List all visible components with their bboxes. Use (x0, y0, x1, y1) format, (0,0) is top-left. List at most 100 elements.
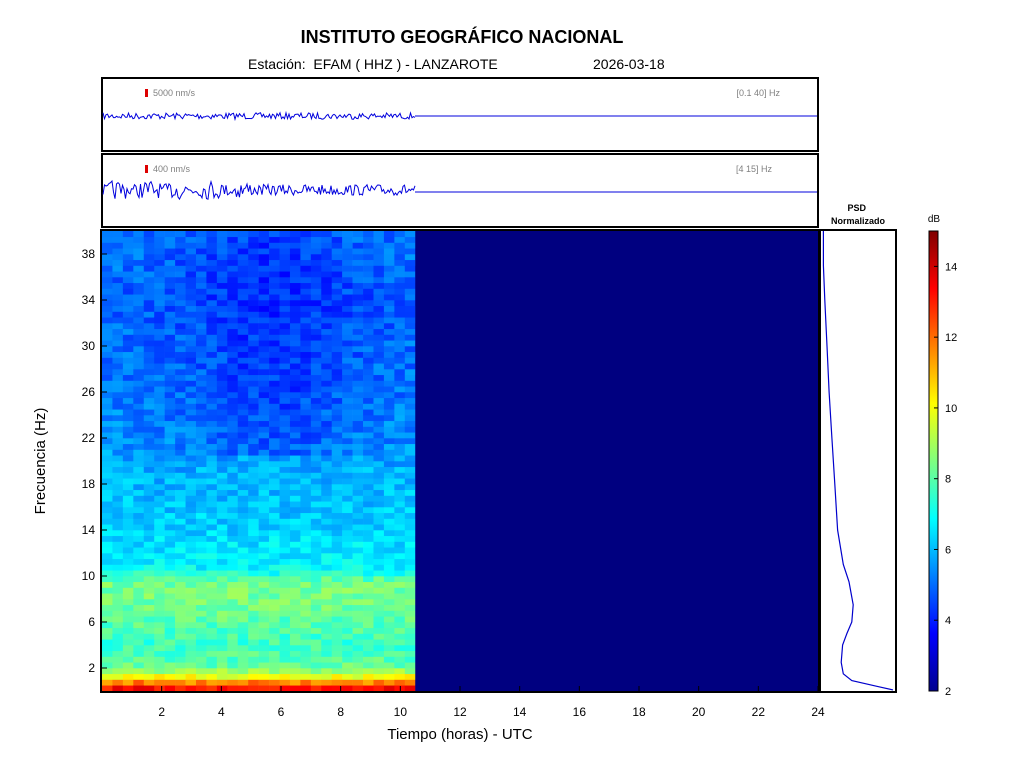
spectrogram-cell (352, 317, 364, 324)
spectrogram-cell (175, 449, 186, 456)
spectrogram-cell (122, 645, 134, 652)
spectrogram-cell (154, 294, 165, 301)
spectrogram-cell (195, 248, 207, 255)
spectrogram-cell (133, 616, 145, 623)
spectrogram-cell (133, 650, 145, 657)
spectrogram-cell (122, 409, 134, 416)
spectrogram-cell (206, 627, 218, 634)
spectrogram-cell (342, 610, 353, 617)
spectrogram-cell (321, 472, 333, 479)
spectrogram-cell (321, 323, 333, 330)
spectrogram-cell (394, 426, 406, 433)
spectrogram-cell (216, 461, 228, 468)
spectrogram-cell (342, 622, 353, 629)
spectrogram-cell (258, 420, 270, 427)
spectrogram-cell (373, 576, 385, 583)
spectrogram-cell (300, 374, 312, 381)
spectrogram-cell (133, 242, 145, 249)
spectrogram-cell (321, 507, 333, 514)
spectrogram-cell (175, 518, 186, 525)
spectrogram-cell (258, 363, 270, 370)
spectrogram-cell (404, 380, 416, 387)
spectrogram-cell (175, 501, 186, 508)
spectrogram-cell (394, 259, 406, 266)
spectrogram-cell (112, 656, 124, 663)
spectrogram-cell (279, 323, 291, 330)
spectrogram-cell (279, 495, 291, 502)
spectrogram-cell (373, 558, 385, 565)
spectrogram-cell (195, 426, 207, 433)
spectrogram-cell (394, 317, 406, 324)
spectrogram-cell (227, 311, 239, 318)
spectrogram-cell (269, 461, 280, 468)
spectrogram-cell (185, 535, 197, 542)
spectrogram-cell (331, 346, 343, 353)
spectrogram-cell (289, 403, 301, 410)
spectrogram-cell (310, 553, 322, 560)
spectrogram-cell (175, 334, 186, 341)
spectrogram-cell (216, 340, 228, 347)
spectrogram-cell (310, 489, 322, 496)
spectrogram-cell (331, 535, 343, 542)
spectrogram-cell (289, 420, 301, 427)
spectrogram-cell (300, 558, 312, 565)
spectrogram-cell (248, 334, 259, 341)
spectrogram-cell (342, 541, 353, 548)
spectrogram-cell (363, 363, 374, 370)
spectrogram-cell (310, 673, 322, 680)
spectrogram-cell (321, 432, 333, 439)
spectrogram-cell (404, 288, 416, 295)
spectrogram-cell (154, 650, 165, 657)
spectrogram-cell (227, 576, 239, 583)
spectrogram-cell (373, 380, 385, 387)
spectrogram-cell (300, 254, 312, 261)
spectrogram-cell (342, 455, 353, 462)
spectrogram-cell (342, 576, 353, 583)
spectrogram-cell (143, 277, 155, 284)
spectrogram-cell (300, 495, 312, 502)
spectrogram-cell (102, 265, 113, 272)
spectrogram-cell (133, 254, 145, 261)
spectrogram-cell (206, 593, 218, 600)
spectrogram-cell (331, 461, 343, 468)
trace-panel-filtered: 400 nm/s [4 15] Hz (101, 153, 819, 228)
spectrogram-cell (216, 397, 228, 404)
spectrogram-cell (352, 415, 364, 422)
spectrogram-cell (133, 317, 145, 324)
spectrogram-cell (404, 403, 416, 410)
spectrogram-cell (300, 334, 312, 341)
spectrogram-cell (237, 449, 249, 456)
spectrogram-cell (394, 357, 406, 364)
spectrogram-cell (164, 288, 176, 295)
spectrogram-cell (227, 530, 239, 537)
spectrogram-cell (227, 662, 239, 669)
spectrogram-cell (206, 616, 218, 623)
spectrogram-cell (289, 449, 301, 456)
spectrogram-cell (394, 374, 406, 381)
spectrogram-cell (102, 581, 113, 588)
spectrogram-cell (227, 432, 239, 439)
spectrogram-cell (404, 392, 416, 399)
spectrogram-cell (373, 518, 385, 525)
spectrogram-cell (300, 553, 312, 560)
spectrogram-cell (310, 409, 322, 416)
spectrogram-cell (258, 277, 270, 284)
spectrogram-cell (216, 277, 228, 284)
spectrogram-cell (321, 541, 333, 548)
spectrogram-cell (363, 461, 374, 468)
spectrogram-cell (195, 323, 207, 330)
spectrogram-cell (258, 403, 270, 410)
x-tick-label: 20 (692, 705, 706, 719)
spectrogram-cell (102, 294, 113, 301)
spectrogram-cell (289, 254, 301, 261)
spectrogram-cell (164, 489, 176, 496)
spectrogram-cell (363, 443, 374, 450)
spectrogram-cell (352, 351, 364, 358)
spectrogram-cell (175, 472, 186, 479)
spectrogram-cell (394, 570, 406, 577)
spectrogram-cell (342, 518, 353, 525)
spectrogram-cell (216, 328, 228, 335)
spectrogram-cell (363, 610, 374, 617)
spectrogram-cell (195, 524, 207, 531)
spectrogram (102, 231, 818, 692)
